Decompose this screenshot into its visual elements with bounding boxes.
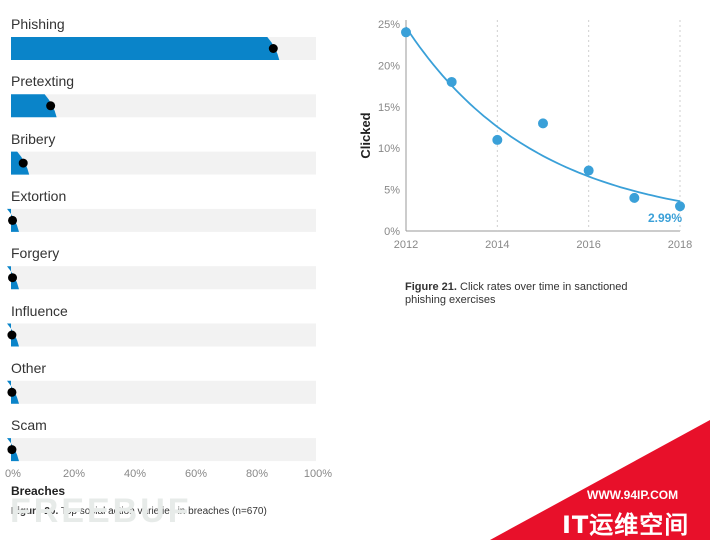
watermark: FREEBUF: [10, 492, 192, 530]
category-label: Extortion: [11, 187, 67, 204]
line-chart-svg: 0% 5% 10% 15% 20% 25% 2012 2014 2016 2018 Clicked 2…: [358, 19, 692, 251]
bar-track: [11, 266, 316, 290]
figure21-caption-text: Click rates over time in sanctioned phis…: [405, 281, 628, 306]
banner-text: IT运维空间: [562, 511, 690, 539]
category-label: Bribery: [11, 130, 56, 147]
figure21-chart: 0% 5% 10% 15% 20% 25% 2012 2014 2016 2018 Clicked 2…: [350, 0, 710, 320]
category-label: Other: [11, 359, 47, 376]
corner-banner: [490, 420, 710, 540]
x-tick-label: 40%: [123, 468, 147, 480]
figure20-caption-text: Top social action varieties in breaches …: [58, 506, 267, 517]
figure20-chart: Phishing Pretexting Bribery Extortion Forger…: [0, 0, 340, 540]
x-tick-label: 2016: [576, 239, 600, 251]
bar: [11, 37, 280, 60]
figure21-caption-label: Figure 21.: [405, 281, 457, 293]
estimate-dot: [8, 273, 18, 283]
figure21-caption: Figure 21. Click rates over time in sanc…: [405, 281, 665, 307]
estimate-dot: [18, 158, 28, 168]
y-tick-label: 20%: [378, 60, 400, 72]
x-tick-label: 2014: [485, 239, 509, 251]
figure20-caption-label: Figure 20.: [11, 506, 59, 517]
x-tick-label: 80%: [245, 468, 269, 480]
y-tick-label: 5%: [384, 185, 400, 197]
x-tick-label: 20%: [62, 468, 86, 480]
category-label: Phishing: [11, 16, 65, 32]
end-annotation: 2.99%: [648, 211, 682, 225]
x-tick-label: 2012: [394, 239, 418, 251]
estimate-dot: [7, 330, 17, 340]
category-label: Pretexting: [11, 73, 75, 90]
bar-track: [11, 323, 316, 347]
bar-track: [11, 438, 316, 462]
bar-track: [11, 380, 316, 404]
category-label: Influence: [11, 302, 68, 319]
bar-track: [11, 208, 316, 232]
data-point: [583, 165, 594, 176]
trend-line: [405, 26, 681, 203]
banner-url: WWW.94IP.COM: [587, 488, 679, 502]
data-point: [675, 201, 685, 212]
bar-track: [11, 151, 316, 175]
data-point: [629, 192, 640, 203]
y-tick-label: 0%: [384, 226, 400, 238]
x-tick-label: 0%: [5, 468, 21, 480]
data-point: [401, 27, 411, 38]
x-axis-title: Breaches: [11, 484, 66, 498]
x-tick-label: 2018: [668, 239, 692, 251]
category-label: Scam: [11, 417, 47, 434]
data-point: [492, 134, 503, 145]
bar-chart-svg: [7, 37, 316, 462]
y-tick-label: 10%: [378, 143, 400, 155]
y-axis-title: Clicked: [358, 112, 373, 158]
data-point: [446, 76, 457, 87]
data-point: [538, 118, 548, 129]
figure20-caption: Figure 20. Top social action varieties i…: [11, 506, 267, 517]
estimate-dot: [268, 44, 278, 53]
bar: [11, 94, 57, 118]
estimate-dot: [7, 445, 17, 455]
banner-triangle: [490, 420, 710, 540]
estimate-dot: [7, 387, 17, 397]
y-tick-label: 25%: [378, 19, 400, 31]
category-label: Forgery: [11, 245, 60, 262]
x-tick-label: 60%: [184, 468, 208, 480]
x-tick-label: 100%: [303, 468, 333, 480]
bar-track: [11, 94, 316, 118]
estimate-dot: [8, 215, 18, 225]
y-tick-label: 15%: [378, 102, 400, 114]
estimate-dot: [46, 101, 56, 111]
